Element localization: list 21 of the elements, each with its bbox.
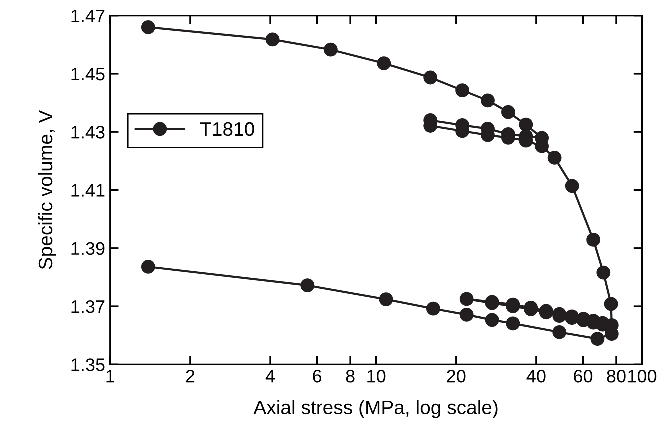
x-tick-label: 100: [628, 370, 657, 383]
x-tick-label: 10: [368, 370, 386, 383]
y-tick-label: 1.47: [72, 10, 105, 22]
legend-label: T1810: [200, 122, 254, 136]
x-axis-title: Axial stress (MPa, log scale): [254, 400, 498, 418]
x-tick-label: 1: [106, 370, 115, 383]
x-tick-label: 8: [346, 370, 355, 383]
y-axis-title: Specific volume, V: [38, 110, 56, 270]
y-tick-label: 1.43: [72, 126, 105, 139]
x-tick-label: 80: [607, 370, 626, 383]
x-tick-label: 4: [266, 370, 275, 383]
x-tick-label: 60: [574, 370, 593, 383]
x-tick-label: 20: [447, 370, 466, 383]
y-tick-label: 1.41: [72, 184, 105, 197]
y-tick-label: 1.39: [72, 242, 105, 256]
x-tick-label: 2: [186, 370, 195, 383]
x-tick-label: 40: [526, 370, 546, 383]
x-tick-label: 6: [313, 370, 322, 383]
y-tick-label: 1.45: [72, 68, 105, 81]
y-tick-label: 1.37: [72, 300, 105, 314]
y-tick-label: 1.35: [72, 358, 105, 372]
